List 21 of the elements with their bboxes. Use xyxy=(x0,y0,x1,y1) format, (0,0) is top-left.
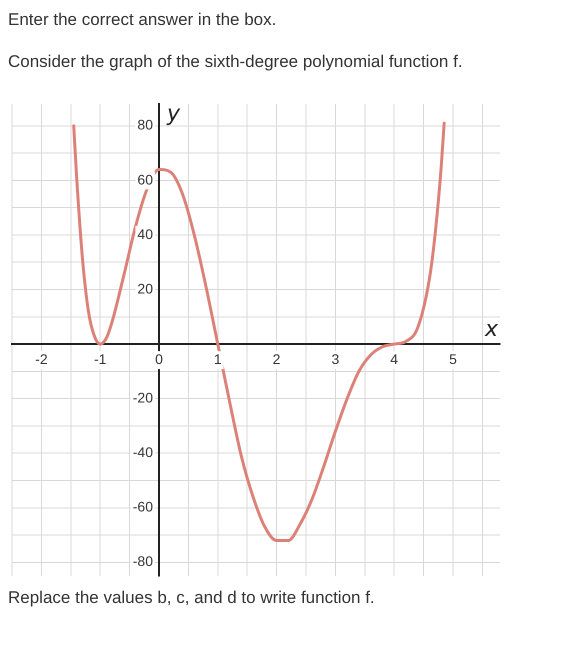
x-tick-label: 3 xyxy=(331,350,340,367)
x-axis-title: x xyxy=(484,316,499,342)
x-tick-label: -1 xyxy=(94,350,107,367)
y-tick-label: -20 xyxy=(132,390,154,406)
y-tick-label: 40 xyxy=(137,226,154,242)
x-tick-label: 5 xyxy=(449,350,458,367)
x-tick-label: 4 xyxy=(390,350,398,367)
y-tick-label: 20 xyxy=(137,280,154,296)
text: Enter the correct answer in the box. xyxy=(8,10,278,30)
x-tick-label: -2 xyxy=(35,350,48,367)
y-tick-label: -40 xyxy=(132,444,154,460)
x-tick-label: 2 xyxy=(272,350,281,367)
text: Replace the values b, c, and d to write function f. xyxy=(8,588,376,608)
y-tick-label: -60 xyxy=(132,498,154,515)
y-tick-label: 80 xyxy=(137,116,154,133)
y-axis-title: y xyxy=(166,102,181,127)
x-tick-label: 1 xyxy=(214,350,222,367)
x-tick-label: 0 xyxy=(155,350,164,367)
y-tick-label: -80 xyxy=(132,553,154,570)
y-tick-label: 60 xyxy=(137,171,154,188)
chart-title: Consider the graph of the sixth-degree polynomial function f. xyxy=(8,52,464,72)
